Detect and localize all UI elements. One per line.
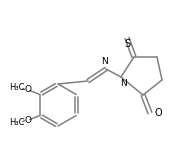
Text: O: O xyxy=(154,108,162,118)
Text: S: S xyxy=(124,39,130,49)
Text: N: N xyxy=(121,79,127,87)
Text: H₃C: H₃C xyxy=(9,83,24,92)
Text: N: N xyxy=(102,57,108,66)
Text: H₃C: H₃C xyxy=(9,118,24,127)
Text: O: O xyxy=(24,116,31,125)
Text: O: O xyxy=(24,85,31,94)
